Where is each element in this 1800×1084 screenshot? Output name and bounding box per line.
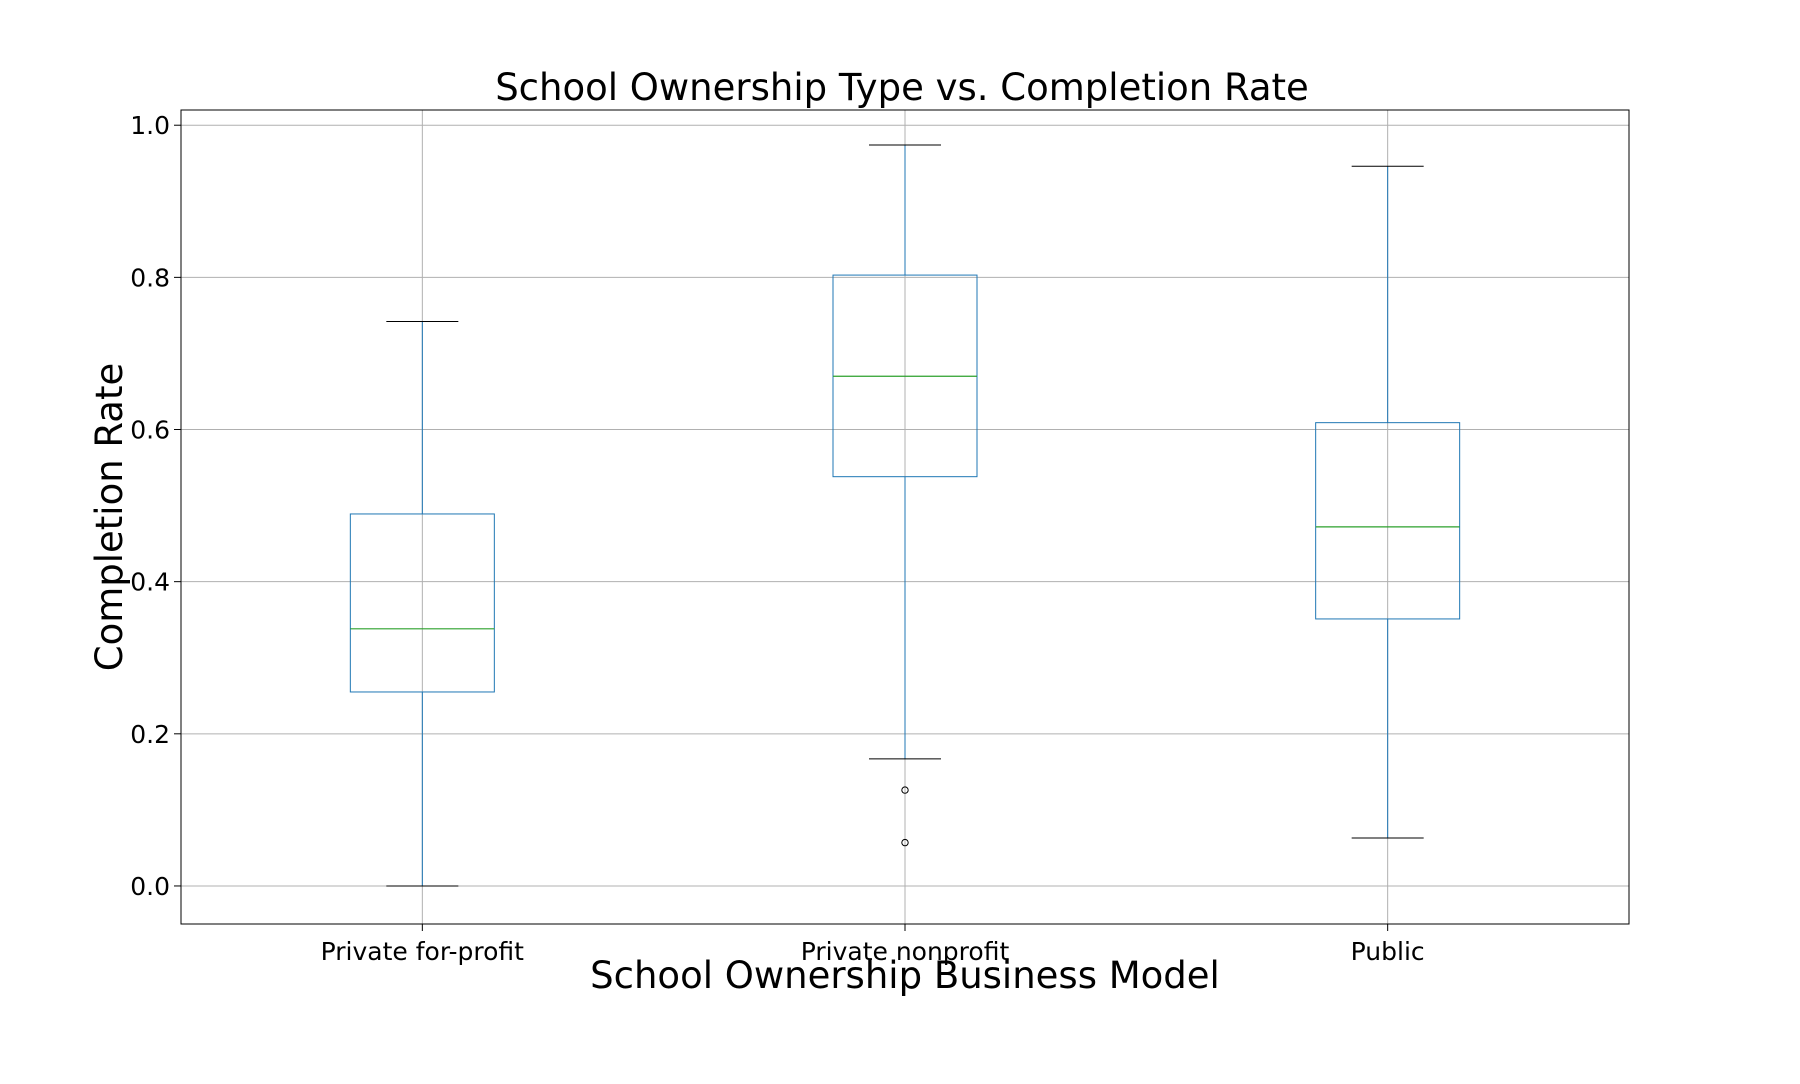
x-tick-label: Private nonprofit bbox=[801, 937, 1010, 966]
y-axis-ticks: 0.0 0.2 0.4 0.6 0.8 1.0 bbox=[130, 111, 181, 901]
iqr-box bbox=[1315, 422, 1461, 620]
y-tick-label: 0.6 bbox=[130, 416, 170, 445]
box-series bbox=[349, 144, 1461, 887]
box-group bbox=[832, 144, 978, 847]
outlier-point bbox=[901, 786, 909, 794]
y-tick-label: 0.8 bbox=[130, 263, 170, 292]
y-axis-label: Completion Rate bbox=[88, 363, 131, 672]
x-axis-ticks: Private for-profit Private nonprofit Publi… bbox=[321, 924, 1425, 966]
box-group bbox=[349, 320, 495, 887]
outlier-point bbox=[901, 838, 909, 847]
y-tick-label: 0.4 bbox=[130, 568, 170, 597]
y-tick-label: 0.2 bbox=[130, 720, 170, 749]
iqr-box bbox=[349, 513, 495, 693]
chart-title: School Ownership Type vs. Completion Rat… bbox=[495, 66, 1309, 109]
x-tick-label: Private for-profit bbox=[321, 937, 525, 966]
y-tick-label: 1.0 bbox=[130, 111, 170, 140]
box-group bbox=[1315, 165, 1461, 839]
x-tick-label: Public bbox=[1351, 937, 1425, 966]
x-axis-label: School Ownership Business Model bbox=[590, 954, 1220, 997]
y-tick-label: 0.0 bbox=[130, 872, 170, 901]
